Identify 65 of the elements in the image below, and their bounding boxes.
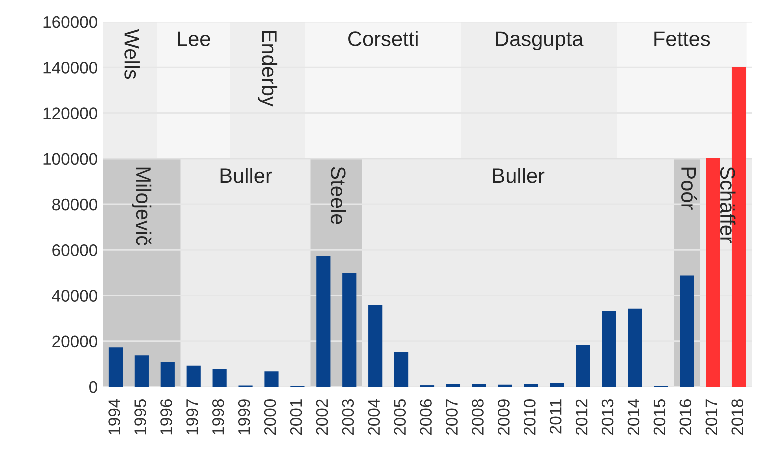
bar [316, 256, 331, 387]
x-tick-label: 2009 [498, 400, 510, 436]
band-label: Fettes [654, 32, 710, 46]
y-tick-label: 120000 [44, 108, 98, 120]
bar [394, 352, 409, 387]
bar [160, 362, 175, 387]
bar [134, 356, 149, 387]
band-label: Poór [682, 168, 698, 210]
x-tick-label: 2013 [602, 400, 614, 436]
x-tick-label: 2018 [732, 400, 744, 436]
band-label: Enderby [258, 31, 278, 107]
band-label: Steele [331, 167, 346, 224]
x-tick-label: 2012 [576, 400, 588, 436]
x-tick-label: 1996 [160, 400, 172, 435]
band-label: Lee [178, 32, 210, 46]
x-tick-label: 2004 [368, 399, 380, 436]
band-label: Wells [124, 29, 140, 80]
x-tick-label: 2002 [316, 400, 328, 436]
band-label: Dasgupta [496, 32, 584, 51]
bar [576, 345, 590, 387]
x-tick-label: 2011 [550, 400, 562, 434]
x-tick-label: 2006 [420, 400, 432, 436]
x-tick-label: 2016 [680, 400, 692, 436]
y-tick-label: 20000 [52, 336, 98, 348]
bar [550, 383, 564, 387]
y-tick-label: 80000 [52, 198, 98, 211]
x-tick-label: 2005 [394, 400, 406, 436]
bar [186, 366, 201, 387]
x-tick-label: 2008 [472, 400, 484, 436]
bar [472, 384, 486, 387]
bar [108, 348, 124, 387]
bar [524, 384, 538, 387]
bar [446, 384, 461, 387]
x-tick-label: 2003 [342, 400, 354, 436]
y-tick-label: 140000 [44, 62, 98, 74]
bar [264, 372, 279, 387]
bar [628, 308, 642, 387]
x-tick-label: 2010 [524, 399, 536, 436]
x-tick-label: 1995 [134, 400, 146, 435]
band-label: Corsetti [348, 31, 418, 46]
band-label: Schäffer [720, 167, 736, 244]
x-tick-label: 1999 [238, 400, 250, 435]
bar [368, 305, 383, 387]
bar [706, 158, 720, 387]
x-tick-label: 1998 [212, 400, 224, 435]
x-tick-label: 2015 [654, 400, 666, 436]
x-tick-label: 2017 [706, 400, 718, 436]
band-label: Buller [493, 168, 545, 184]
x-tick-label: 1997 [186, 400, 198, 435]
bar [342, 274, 357, 387]
y-tick-label: 160000 [44, 16, 98, 28]
band-label: Milojevič [132, 168, 152, 246]
x-tick-label: 2001 [290, 400, 302, 436]
bar [680, 276, 694, 387]
x-tick-label: 2000 [264, 399, 276, 436]
band-label: Buller [220, 168, 272, 184]
bar [212, 369, 227, 387]
x-tick-label: 2014 [628, 399, 640, 436]
y-tick-label: 100000 [44, 153, 98, 166]
y-tick-label: 0 [90, 381, 98, 394]
y-tick-label: 40000 [52, 290, 98, 302]
x-tick-label: 2007 [446, 400, 458, 436]
x-tick-label: 1994 [108, 399, 120, 435]
bar [602, 311, 616, 387]
y-tick-label: 60000 [52, 244, 98, 256]
